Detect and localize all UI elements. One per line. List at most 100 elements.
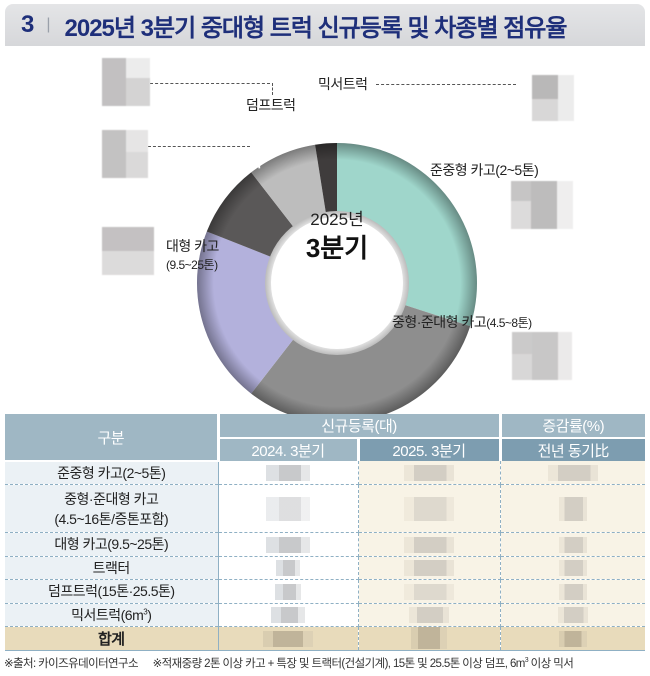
redacted-value-dump	[102, 58, 150, 106]
label-light-cargo: 준중형 카고(2~5톤)	[430, 162, 539, 178]
center-year-label: 2025년	[310, 210, 364, 229]
redacted-value	[558, 583, 587, 600]
row-label: 믹서트럭(6m3)	[5, 603, 219, 627]
cell-q2025	[358, 461, 501, 485]
redacted-value-tractor	[102, 130, 148, 178]
registration-table: 구분 신규등록(대) 증감률(%) 2024. 3분기 2025. 3분기 전년…	[5, 414, 645, 651]
redacted-value	[263, 630, 313, 647]
cell-yoy	[500, 603, 645, 627]
label-large-cargo: 대형 카고 (9.5~25톤)	[166, 236, 219, 273]
redacted-value	[557, 607, 588, 624]
cell-q2024	[218, 579, 359, 604]
donut-chart	[197, 143, 478, 424]
cell-q2024	[218, 603, 359, 627]
header-yoy: 전년 동기比	[498, 438, 645, 461]
header-q2025: 2025. 3분기	[356, 438, 500, 461]
table-row: 믹서트럭(6m3)	[5, 603, 645, 627]
redacted-value	[404, 536, 454, 553]
redacted-value	[547, 465, 598, 482]
row-label: 중형·준대형 카고 (4.5~16톤/증톤포함)	[5, 484, 219, 533]
redacted-value	[404, 465, 454, 482]
cell-q2025	[358, 556, 501, 580]
redacted-value-light-cargo	[511, 181, 573, 229]
leader-line-dump	[150, 83, 270, 84]
row-label: 준중형 카고(2~5톤)	[5, 461, 219, 485]
footnote-source: ※출처: 카이즈유데이터연구소	[4, 658, 139, 670]
cell-yoy	[500, 556, 645, 580]
table-row: 덤프트럭(15톤·25.5톤)	[5, 579, 645, 604]
table-row: 대형 카고(9.5~25톤)	[5, 532, 645, 557]
redacted-value	[558, 536, 587, 553]
page-title: 2025년 3분기 중대형 트럭 신규등록 및 차종별 점유율	[64, 14, 568, 42]
label-large-cargo-name: 대형 카고	[166, 238, 219, 254]
label-medium-cargo: 중형·준대형 카고(4.5~8톤)	[392, 312, 532, 332]
header-registrations: 신규등록(대)	[216, 414, 500, 439]
redacted-value-medium-cargo	[512, 332, 572, 380]
table-row-total: 합계	[5, 626, 645, 651]
redacted-value	[411, 627, 447, 650]
title-bar: 3 | 2025년 3분기 중대형 트럭 신규등록 및 차종별 점유율	[5, 4, 645, 46]
cell-q2025	[358, 532, 501, 557]
row-label-text: 믹서트럭(6m	[71, 606, 144, 623]
label-mixer-truck: 믹서트럭	[318, 76, 368, 92]
redacted-value	[266, 465, 310, 482]
redacted-value	[409, 607, 449, 624]
footnote-note-superscript: 3	[524, 657, 529, 665]
redacted-value	[404, 560, 454, 577]
title-separator: |	[46, 16, 51, 33]
redacted-value	[558, 496, 587, 521]
table-row: 트랙터	[5, 556, 645, 580]
label-tractor: 트랙터	[224, 154, 262, 170]
footnote-note-text: ※적재중량 2톤 이상 카고 + 특장 및 트랙터(건설기계), 15톤 및 2…	[152, 658, 526, 670]
cell-q2024	[218, 556, 359, 580]
row-label: 트랙터	[5, 556, 219, 580]
row-label-line2: (4.5~16톤/증톤포함)	[54, 510, 169, 527]
redacted-value	[558, 630, 587, 647]
cell-q2025	[358, 484, 501, 533]
donut-chart-area: 2025년 3분기 믹서트럭 덤프트럭 트랙터 준중형 카고(2~5톤) 대형 …	[0, 50, 650, 424]
redacted-value	[404, 583, 454, 600]
redacted-value-mixer	[532, 65, 574, 121]
cell-yoy	[500, 532, 645, 557]
cell-yoy	[500, 484, 645, 533]
section-number: 3	[21, 11, 35, 38]
redacted-value	[275, 583, 301, 600]
row-label: 합계	[5, 626, 219, 651]
redacted-value	[266, 536, 310, 553]
redacted-value	[558, 560, 587, 577]
label-medium-cargo-range: (4.5~8톤)	[486, 316, 532, 330]
leader-line-dump-vertical	[272, 83, 273, 95]
header-category: 구분	[5, 414, 218, 462]
cell-q2025	[358, 579, 501, 604]
row-label: 덤프트럭(15톤·25.5톤)	[5, 579, 219, 604]
row-label: 대형 카고(9.5~25톤)	[5, 532, 219, 557]
row-label-line1: 중형·준대형 카고	[64, 490, 159, 507]
redacted-value	[404, 496, 454, 521]
redacted-value	[271, 607, 305, 624]
label-large-cargo-range: (9.5~25톤)	[166, 258, 218, 272]
footnote: ※출처: 카이즈유데이터연구소 ※적재중량 2톤 이상 카고 + 특장 및 트랙…	[4, 655, 574, 671]
footnote-note-end: 이상 믹서	[528, 658, 574, 670]
table-row: 중형·준대형 카고 (4.5~16톤/증톤포함)	[5, 484, 645, 533]
header-q2024: 2024. 3분기	[216, 438, 358, 461]
footnote-note: ※적재중량 2톤 이상 카고 + 특장 및 트랙터(건설기계), 15톤 및 2…	[152, 657, 574, 670]
label-dump-truck: 덤프트럭	[246, 97, 296, 113]
cell-q2024	[218, 484, 359, 533]
row-label-superscript: 3	[143, 607, 148, 617]
leader-line-tractor	[148, 146, 250, 147]
cell-q2024	[218, 626, 359, 651]
cell-q2025	[358, 603, 501, 627]
leader-line-mixer	[376, 84, 516, 85]
cell-yoy	[500, 461, 645, 485]
cell-q2024	[218, 461, 359, 485]
label-medium-cargo-name: 중형·준대형 카고	[392, 314, 487, 330]
cell-q2024	[218, 532, 359, 557]
redacted-value-large-cargo	[102, 227, 154, 275]
header-change: 증감률(%)	[498, 414, 645, 439]
row-label-end: )	[147, 606, 152, 623]
center-quarter-label: 3분기	[305, 233, 369, 263]
table-row: 준중형 카고(2~5톤)	[5, 461, 645, 485]
redacted-value	[276, 560, 300, 577]
cell-yoy	[500, 579, 645, 604]
cell-q2025	[358, 626, 501, 651]
